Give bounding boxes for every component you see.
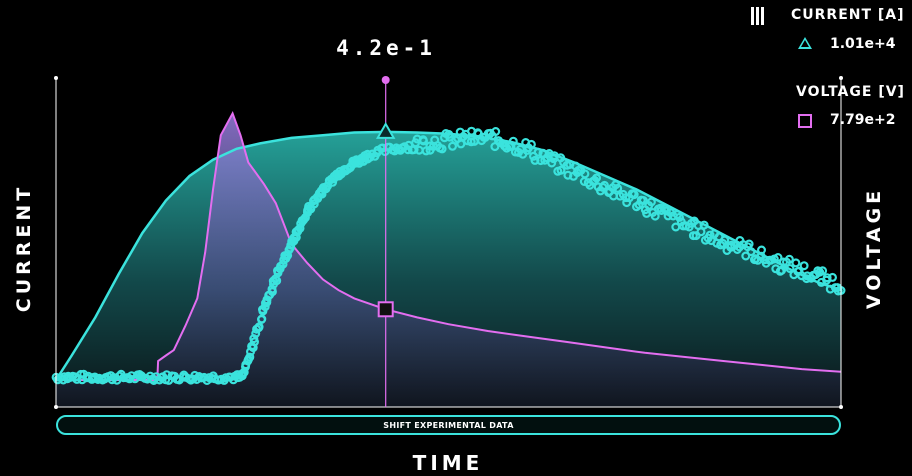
experimental-point — [621, 193, 631, 203]
x-axis-label: TIME — [413, 451, 484, 475]
experimental-point — [696, 227, 706, 237]
cursor-value-label: 4.2e-1 — [336, 36, 436, 60]
experimental-point — [746, 247, 756, 257]
experimental-point — [547, 158, 557, 168]
y-axis-label-voltage: VOLTAGE — [863, 187, 885, 309]
experimental-point — [556, 165, 566, 175]
legend-voltage-value: 7.79e+2 — [830, 112, 896, 128]
experimental-point — [250, 337, 260, 347]
experimental-point — [580, 169, 590, 179]
legend-voltage: VOLTAGE [V] — [796, 84, 905, 100]
experimental-point — [773, 253, 783, 263]
experimental-point — [784, 254, 794, 264]
experimental-point — [827, 272, 837, 282]
experimental-point — [674, 212, 684, 222]
cursor-handle[interactable] — [381, 76, 390, 84]
experimental-point — [638, 196, 648, 206]
experimental-point — [818, 266, 828, 276]
experimental-point — [437, 144, 447, 154]
experimental-point — [720, 235, 730, 245]
experimental-point — [646, 197, 656, 207]
axis-end-dot — [839, 76, 843, 80]
legend-current-title: CURRENT [A] — [791, 7, 905, 23]
legend-voltage-square-icon — [798, 114, 812, 128]
experimental-point — [822, 273, 832, 283]
current-line — [54, 130, 842, 381]
experimental-point — [245, 352, 255, 362]
legend-voltage-title: VOLTAGE [V] — [796, 84, 905, 100]
experimental-point — [533, 147, 543, 157]
axis-end-dot — [54, 405, 58, 409]
experimental-point — [741, 251, 751, 261]
experimental-point — [456, 139, 466, 149]
experimental-point — [629, 190, 639, 200]
experimental-point — [267, 284, 277, 294]
legend-current-value: 1.01e+4 — [830, 36, 896, 52]
experimental-point — [726, 240, 736, 250]
experimental-point — [599, 180, 609, 190]
legend-current-triangle-icon — [798, 37, 812, 49]
experimental-point — [791, 258, 801, 268]
experimental-point — [744, 239, 754, 249]
cursor-current-marker — [375, 121, 396, 139]
shift-experimental-data-button[interactable]: SHIFT EXPERIMENTAL DATA — [56, 415, 841, 435]
experimental-point — [254, 322, 264, 332]
y-axis-label-current: CURRENT — [13, 184, 35, 312]
experimental-point — [526, 139, 536, 149]
experimental-point — [508, 136, 518, 146]
menu-icon[interactable] — [751, 7, 765, 25]
voltage-line — [56, 110, 842, 381]
experimental-point — [613, 183, 623, 193]
experimental-point — [272, 276, 282, 286]
experimental-point — [799, 261, 809, 271]
experimental-point — [699, 220, 709, 230]
experimental-point — [491, 127, 501, 137]
experimental-point — [419, 136, 429, 146]
experimental-point — [284, 245, 294, 255]
experimental-point — [756, 245, 766, 255]
experimental-point — [785, 264, 795, 274]
experimental-point — [777, 265, 787, 275]
axis-end-dot — [54, 76, 58, 80]
cursor-voltage-marker — [377, 301, 394, 318]
experimental-point — [650, 211, 660, 221]
experimental-point — [257, 314, 267, 324]
axis-end-dot — [839, 405, 843, 409]
experimental-point — [591, 173, 601, 183]
legend-current: CURRENT [A] — [791, 7, 905, 23]
